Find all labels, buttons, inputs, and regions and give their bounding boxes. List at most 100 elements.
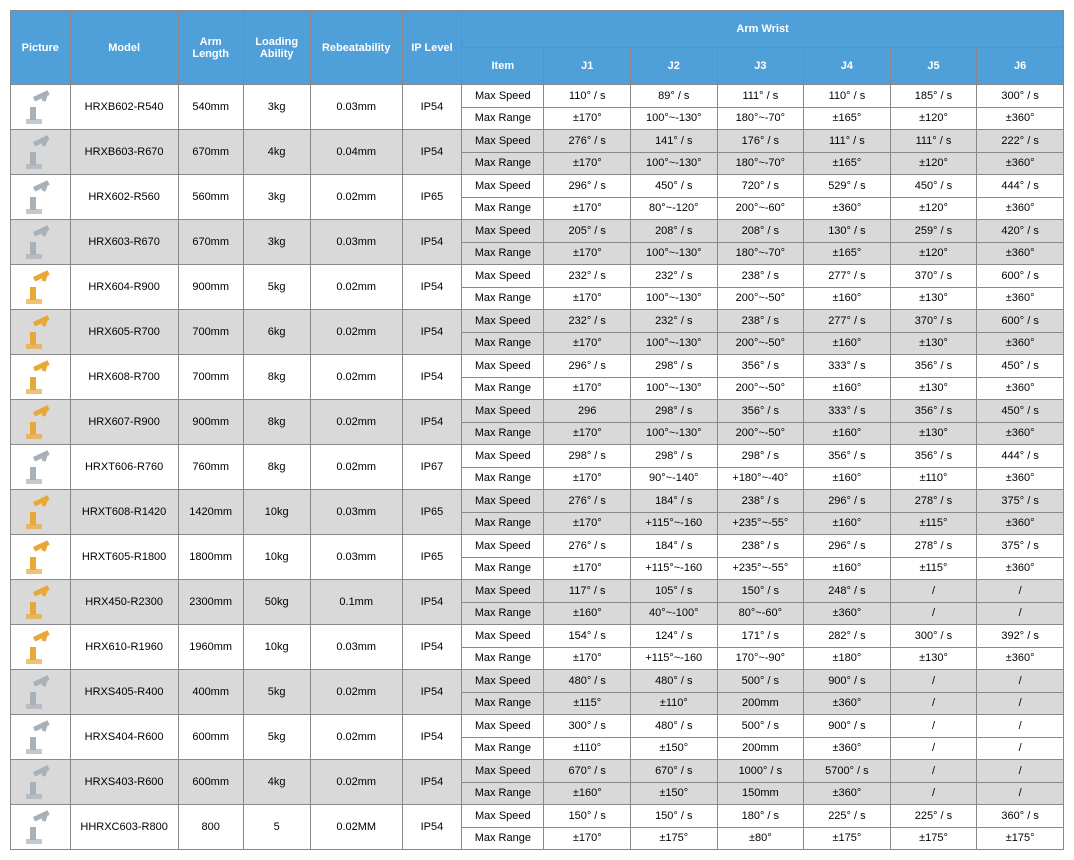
item-label: Max Speed: [462, 220, 544, 243]
j4-range: ±165°: [804, 242, 891, 265]
ip-cell: IP54: [402, 85, 462, 130]
item-label: Max Speed: [462, 400, 544, 423]
model-cell: HRX604-R900: [70, 265, 178, 310]
j5-speed: 370° / s: [890, 265, 977, 288]
j4-speed: 333° / s: [804, 400, 891, 423]
j5-speed: /: [890, 760, 977, 783]
item-label: Max Range: [462, 197, 544, 220]
j3-range: 200°~-60°: [717, 197, 804, 220]
item-label: Max Range: [462, 467, 544, 490]
j1-speed: 205° / s: [544, 220, 631, 243]
j2-range: 100°~-130°: [631, 242, 718, 265]
j5-range: ±115°: [890, 557, 977, 580]
j3-range: 200°~-50°: [717, 422, 804, 445]
model-cell: HRXT605-R1800: [70, 535, 178, 580]
j1-range: ±110°: [544, 737, 631, 760]
j3-speed: 1000° / s: [717, 760, 804, 783]
j3-speed: 238° / s: [717, 265, 804, 288]
j6-speed: 600° / s: [977, 265, 1064, 288]
j6-range: ±360°: [977, 332, 1064, 355]
j6-speed: 300° / s: [977, 85, 1064, 108]
model-cell: HRXS403-R600: [70, 760, 178, 805]
model-cell: HHRXC603-R800: [70, 805, 178, 850]
j4-speed: 529° / s: [804, 175, 891, 198]
j1-range: ±170°: [544, 467, 631, 490]
j2-speed: 480° / s: [631, 715, 718, 738]
item-label: Max Range: [462, 422, 544, 445]
j3-range: 200mm: [717, 737, 804, 760]
table-row: HRXT606-R760 760mm 8kg 0.02mm IP67 Max S…: [11, 445, 1064, 468]
item-label: Max Range: [462, 287, 544, 310]
j3-range: 200°~-50°: [717, 377, 804, 400]
picture-cell: [11, 355, 71, 400]
repeatability-cell: 0.02mm: [310, 355, 402, 400]
j2-speed: 184° / s: [631, 535, 718, 558]
j5-range: ±120°: [890, 152, 977, 175]
repeatability-cell: 0.02mm: [310, 445, 402, 490]
j5-speed: 259° / s: [890, 220, 977, 243]
j6-speed: 450° / s: [977, 400, 1064, 423]
j6-range: ±360°: [977, 107, 1064, 130]
arm-length-cell: 400mm: [178, 670, 243, 715]
j2-range: ±175°: [631, 827, 718, 850]
j6-range: ±360°: [977, 422, 1064, 445]
item-label: Max Speed: [462, 175, 544, 198]
j6-speed: /: [977, 580, 1064, 603]
j6-range: ±360°: [977, 512, 1064, 535]
j4-range: ±160°: [804, 287, 891, 310]
arm-length-cell: 900mm: [178, 265, 243, 310]
j2-range: 90°~-140°: [631, 467, 718, 490]
table-row: HRX450-R2300 2300mm 50kg 0.1mm IP54 Max …: [11, 580, 1064, 603]
j1-range: ±115°: [544, 692, 631, 715]
item-label: Max Range: [462, 152, 544, 175]
arm-length-cell: 1800mm: [178, 535, 243, 580]
j6-range: ±360°: [977, 467, 1064, 490]
loading-cell: 4kg: [243, 130, 310, 175]
j5-range: ±130°: [890, 377, 977, 400]
j3-speed: 208° / s: [717, 220, 804, 243]
j1-speed: 298° / s: [544, 445, 631, 468]
j2-range: 100°~-130°: [631, 377, 718, 400]
j4-range: ±360°: [804, 782, 891, 805]
j4-range: ±160°: [804, 557, 891, 580]
loading-cell: 10kg: [243, 625, 310, 670]
repeatability-cell: 0.03mm: [310, 490, 402, 535]
loading-cell: 8kg: [243, 445, 310, 490]
j5-range: ±130°: [890, 287, 977, 310]
j6-range: ±360°: [977, 242, 1064, 265]
j2-range: 100°~-130°: [631, 287, 718, 310]
model-cell: HRXS404-R600: [70, 715, 178, 760]
j5-speed: 111° / s: [890, 130, 977, 153]
j1-speed: 296° / s: [544, 355, 631, 378]
th-j5: J5: [890, 48, 977, 85]
repeatability-cell: 0.02mm: [310, 400, 402, 445]
j1-range: ±170°: [544, 332, 631, 355]
repeatability-cell: 0.02mm: [310, 670, 402, 715]
j3-range: 200mm: [717, 692, 804, 715]
model-cell: HRXT606-R760: [70, 445, 178, 490]
table-row: HRX607-R900 900mm 8kg 0.02mm IP54 Max Sp…: [11, 400, 1064, 423]
j2-range: 100°~-130°: [631, 332, 718, 355]
j5-range: /: [890, 692, 977, 715]
j3-range: +180°~-40°: [717, 467, 804, 490]
j3-range: 200°~-50°: [717, 332, 804, 355]
j6-range: ±360°: [977, 197, 1064, 220]
j6-speed: 450° / s: [977, 355, 1064, 378]
j4-range: ±165°: [804, 107, 891, 130]
j4-range: ±360°: [804, 602, 891, 625]
j1-speed: 232° / s: [544, 310, 631, 333]
loading-cell: 3kg: [243, 85, 310, 130]
picture-cell: [11, 130, 71, 175]
j2-range: 100°~-130°: [631, 422, 718, 445]
item-label: Max Speed: [462, 265, 544, 288]
picture-cell: [11, 310, 71, 355]
loading-cell: 5kg: [243, 715, 310, 760]
item-label: Max Range: [462, 647, 544, 670]
repeatability-cell: 0.02mm: [310, 265, 402, 310]
arm-length-cell: 760mm: [178, 445, 243, 490]
table-row: HRX602-R560 560mm 3kg 0.02mm IP65 Max Sp…: [11, 175, 1064, 198]
arm-length-cell: 600mm: [178, 715, 243, 760]
j5-speed: 356° / s: [890, 355, 977, 378]
j2-range: 100°~-130°: [631, 107, 718, 130]
j2-speed: 141° / s: [631, 130, 718, 153]
